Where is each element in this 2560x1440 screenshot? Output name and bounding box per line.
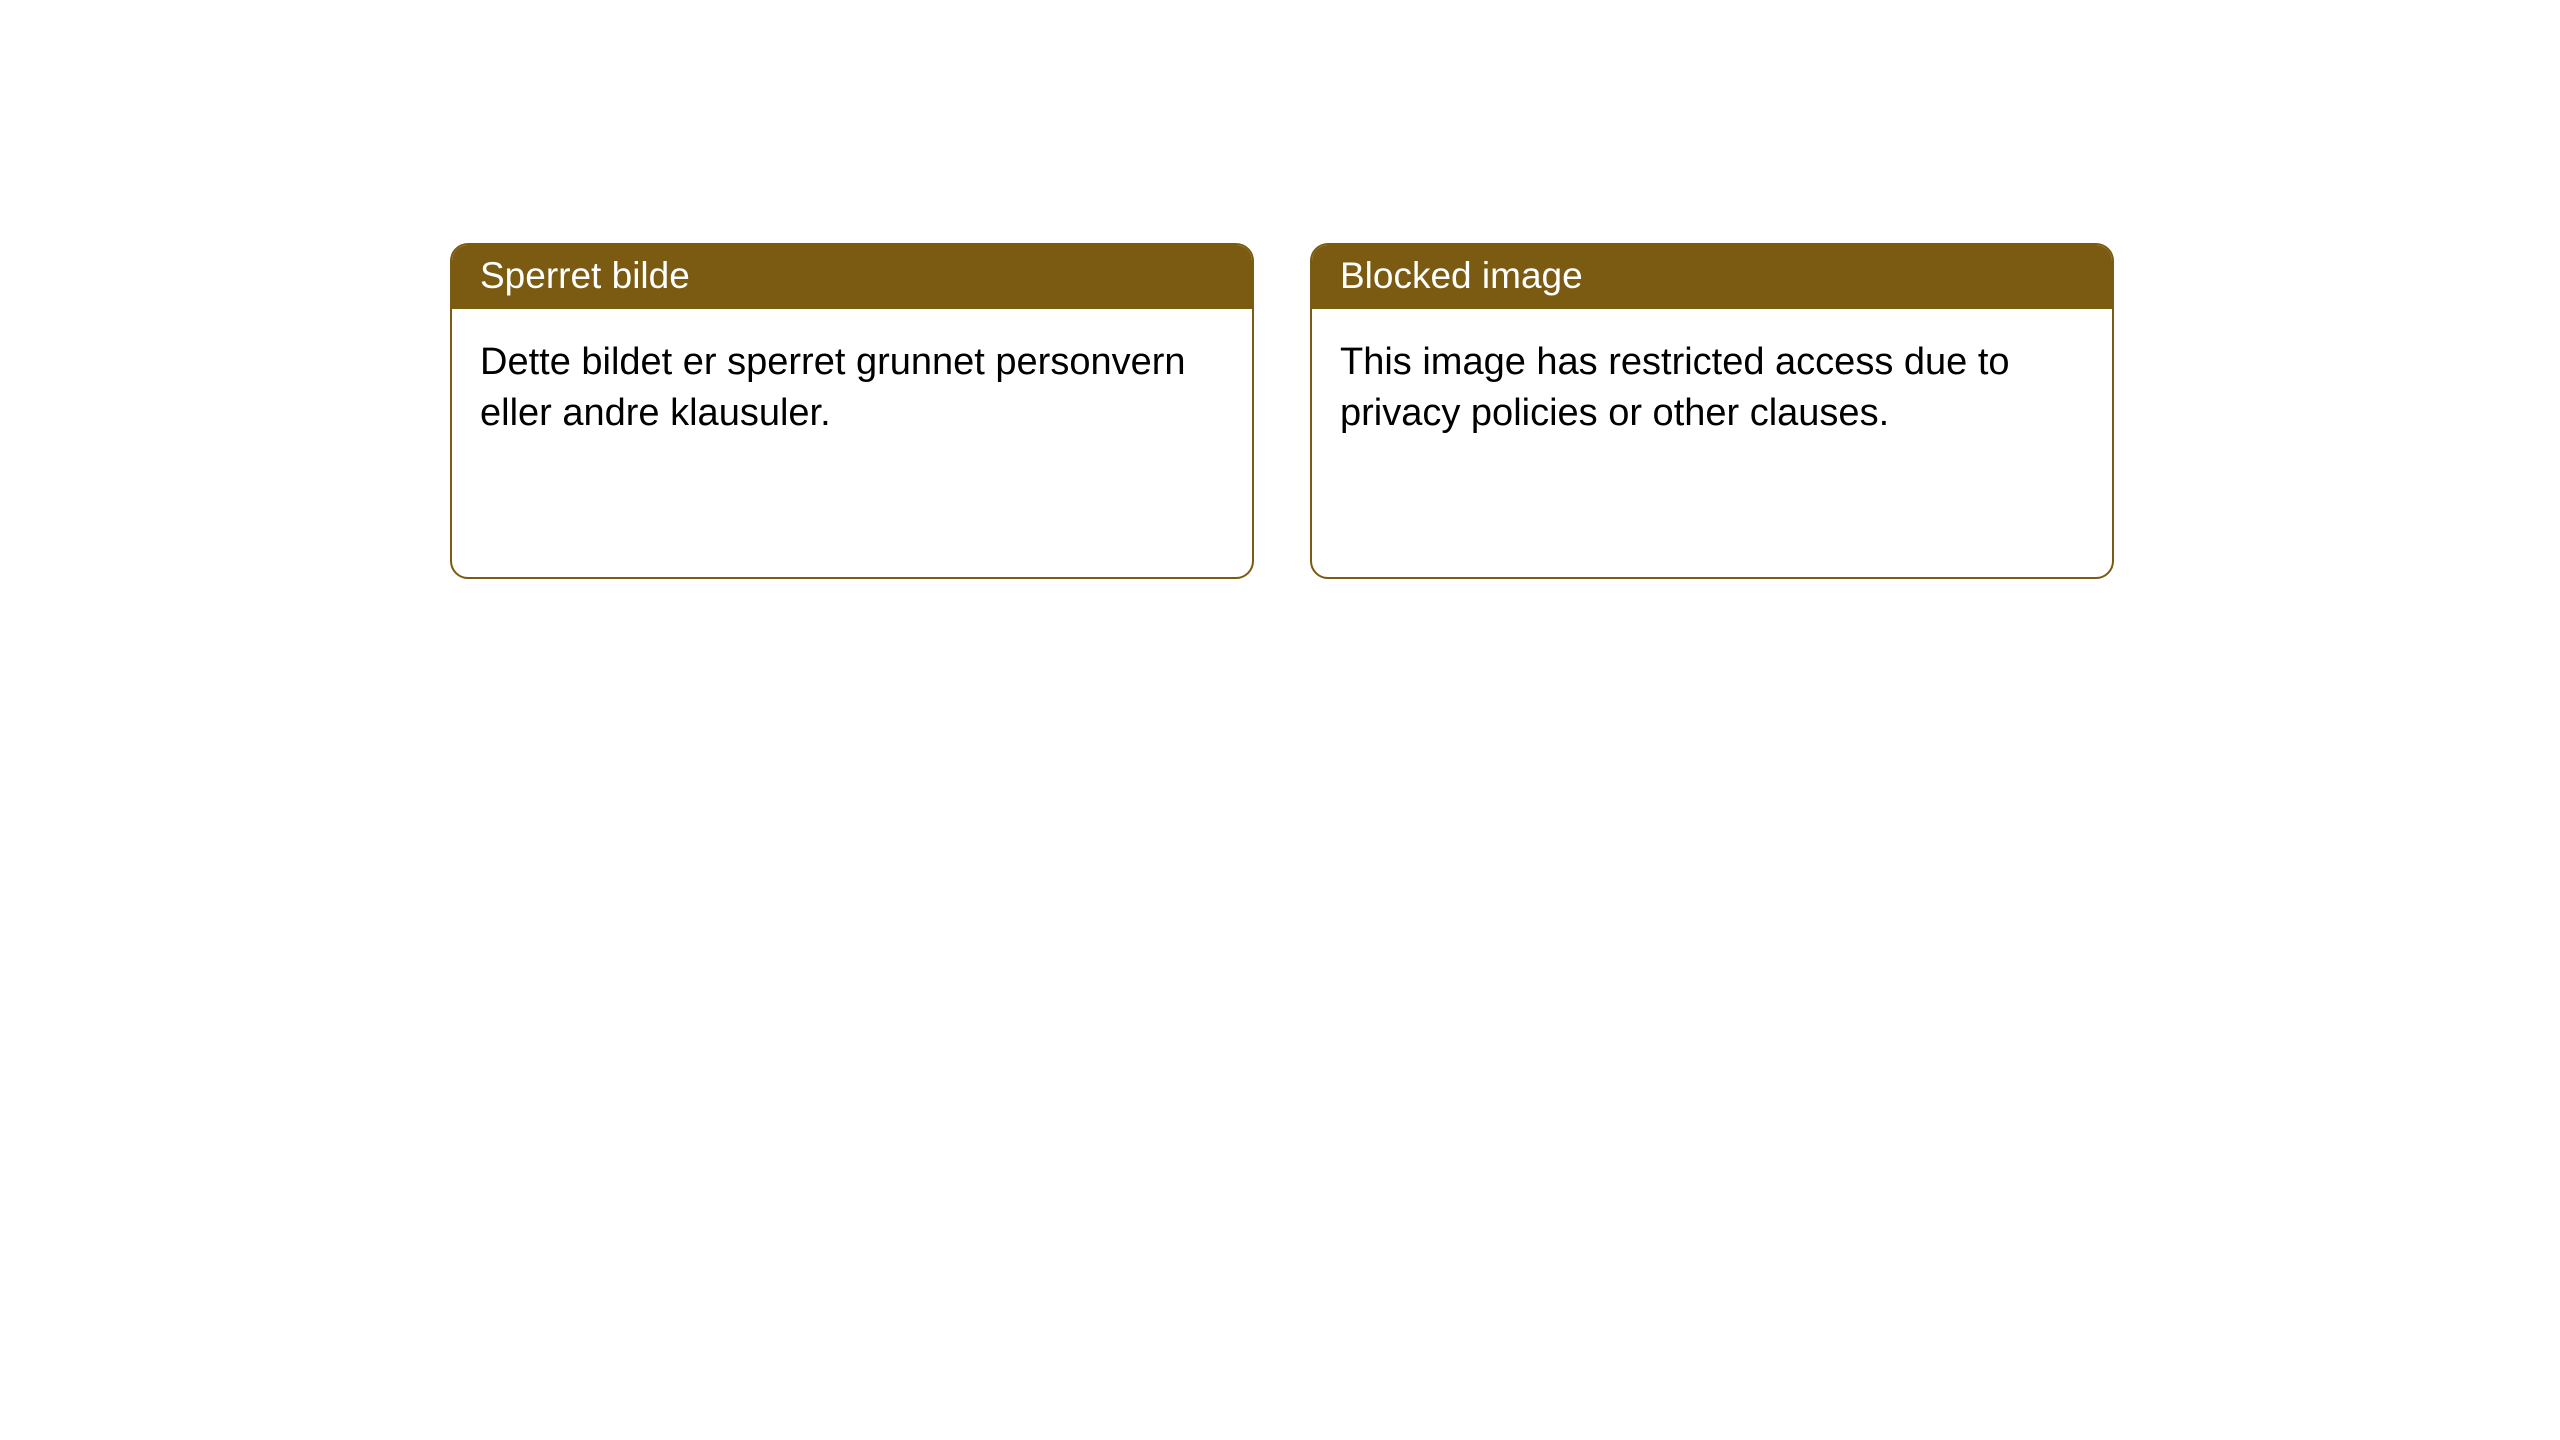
blocked-image-card-en: Blocked image This image has restricted … <box>1310 243 2114 579</box>
card-header-en: Blocked image <box>1312 245 2112 309</box>
card-body-en: This image has restricted access due to … <box>1312 309 2112 468</box>
card-header-no: Sperret bilde <box>452 245 1252 309</box>
card-body-no: Dette bildet er sperret grunnet personve… <box>452 309 1252 468</box>
blocked-image-card-no: Sperret bilde Dette bildet er sperret gr… <box>450 243 1254 579</box>
notice-cards-row: Sperret bilde Dette bildet er sperret gr… <box>0 0 2560 579</box>
